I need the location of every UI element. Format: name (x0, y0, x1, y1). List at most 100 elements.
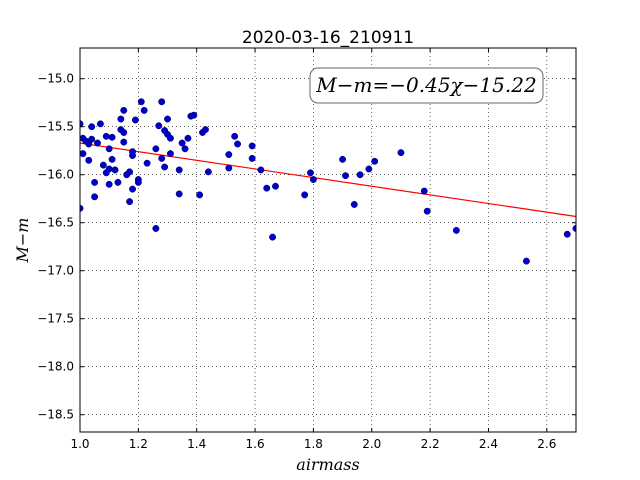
data-point (80, 150, 87, 158)
data-point (257, 166, 265, 174)
data-point (184, 134, 192, 142)
data-point (181, 145, 189, 153)
x-tick-label: 2.2 (421, 437, 440, 451)
data-point (108, 133, 116, 141)
data-point (175, 166, 183, 174)
data-point (134, 178, 142, 186)
fit-line-group (79, 142, 577, 218)
data-point (196, 191, 204, 199)
data-point (88, 135, 96, 143)
data-point (342, 172, 349, 180)
data-point (120, 138, 128, 146)
x-axis-label: airmass (296, 455, 359, 474)
data-point (143, 159, 151, 167)
data-point (105, 145, 113, 153)
data-point (522, 257, 530, 265)
x-tick-label: 2.6 (537, 437, 556, 451)
fit-line (79, 142, 577, 218)
data-point (102, 132, 110, 140)
data-point (91, 178, 99, 186)
data-point (94, 139, 101, 147)
chart-title: 2020-03-16_210911 (242, 28, 414, 48)
axis-ticks: 1.0 1.2 1.4 1.6 1.8 2.0 2.2 2.4 2.6 −15.0 −15.5 −16… (37, 48, 576, 451)
x-tick-label: 1.2 (129, 437, 148, 451)
y-tick-label: −15.0 (37, 72, 74, 86)
data-point (126, 198, 134, 206)
y-tick-label: −17.5 (37, 312, 74, 326)
data-point (114, 178, 122, 186)
x-tick-label: 1.8 (304, 437, 323, 451)
plot-frame (79, 47, 577, 433)
data-point (269, 233, 277, 241)
data-point (166, 150, 174, 158)
data-point (120, 129, 128, 136)
y-axis-label: M−m (13, 218, 32, 264)
data-point (152, 145, 160, 153)
data-point (161, 163, 169, 171)
data-point (111, 166, 119, 174)
data-point (563, 230, 571, 238)
data-point (248, 154, 256, 162)
data-point (202, 126, 209, 134)
y-tick-label: −16.5 (37, 216, 74, 230)
data-point (248, 142, 256, 150)
grid (79, 48, 576, 432)
data-point (137, 98, 145, 106)
data-point (99, 161, 107, 169)
data-point (301, 191, 309, 199)
x-tick-label: 1.4 (187, 437, 206, 451)
data-point (452, 226, 460, 234)
y-tick-label: −16.0 (37, 168, 74, 182)
data-point (339, 155, 347, 163)
data-point (166, 134, 174, 142)
data-point (190, 111, 198, 119)
data-point (152, 225, 160, 232)
data-point (117, 115, 125, 123)
data-point (356, 171, 364, 179)
equation-text: M−m=−0.45χ−15.22 (315, 73, 536, 97)
data-point (120, 106, 128, 114)
y-tick-label: −17.0 (37, 264, 74, 278)
data-point (204, 168, 212, 176)
data-point (129, 185, 136, 193)
y-tick-label: −18.0 (37, 360, 74, 374)
data-points (80, 98, 576, 265)
data-point (234, 140, 242, 148)
data-point (129, 152, 136, 159)
data-point (263, 184, 271, 192)
data-point (309, 176, 317, 183)
data-point (85, 156, 93, 164)
data-point (420, 187, 428, 195)
data-point (175, 190, 183, 198)
data-point (178, 139, 186, 147)
equation-box (309, 67, 544, 104)
data-point (423, 207, 431, 215)
y-tick-label: −15.5 (37, 120, 74, 134)
data-point (371, 157, 379, 165)
data-point (140, 106, 148, 114)
data-point (164, 115, 171, 123)
data-point (397, 149, 405, 157)
data-point (365, 165, 373, 173)
data-point (225, 164, 233, 172)
x-tick-label: 1.0 (70, 437, 89, 451)
data-point (126, 168, 134, 176)
data-point (108, 155, 116, 163)
x-tick-label: 2.4 (479, 437, 498, 451)
data-point (88, 123, 96, 131)
data-point (350, 201, 358, 208)
data-point (91, 193, 99, 201)
data-point (155, 122, 163, 130)
x-tick-label: 2.0 (362, 437, 381, 451)
data-point (131, 116, 139, 124)
data-point (158, 98, 166, 106)
equation-annotation: M−m=−0.45χ−15.22 (309, 67, 544, 104)
x-tick-label: 1.6 (246, 437, 265, 451)
data-point (105, 165, 113, 173)
data-point (158, 154, 166, 162)
data-point (231, 132, 239, 140)
data-point (272, 182, 279, 190)
data-point (307, 169, 314, 177)
data-point (96, 120, 104, 128)
